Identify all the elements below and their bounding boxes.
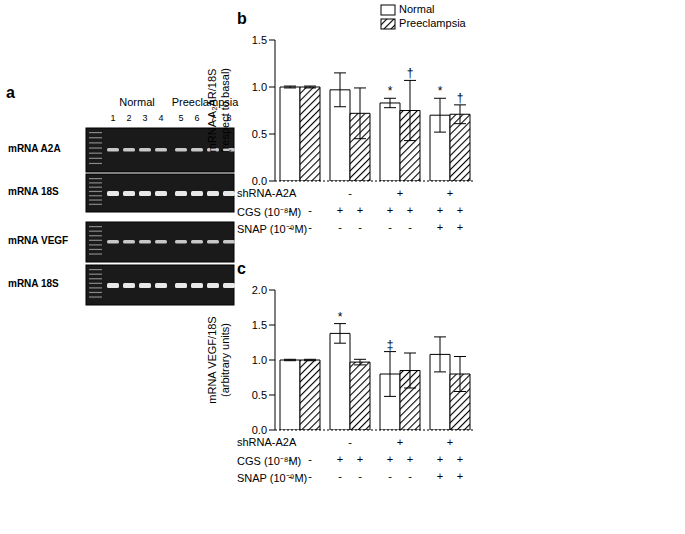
svg-text:1.0: 1.0 (252, 354, 267, 366)
svg-text:*: * (388, 84, 393, 98)
svg-text:1.5: 1.5 (252, 34, 267, 46)
svg-text:0.0: 0.0 (252, 424, 267, 436)
svg-text:‡: ‡ (387, 338, 394, 352)
svg-text:0.5: 0.5 (252, 128, 267, 140)
svg-text:mRNA A₂AR/18S(respect to basal: mRNA A₂AR/18S(respect to basal) (206, 68, 231, 153)
svg-text:0.0: 0.0 (252, 175, 267, 187)
svg-text:1.5: 1.5 (252, 319, 267, 331)
svg-text:1.0: 1.0 (252, 81, 267, 93)
svg-text:mRNA VEGF/18S(arbitrary units): mRNA VEGF/18S(arbitrary units) (206, 316, 231, 403)
svg-text:†: † (457, 91, 464, 105)
svg-text:*: * (438, 84, 443, 98)
svg-text:†: † (407, 66, 414, 80)
svg-text:2.0: 2.0 (252, 284, 267, 296)
svg-text:0.5: 0.5 (252, 389, 267, 401)
svg-text:*: * (338, 310, 343, 324)
